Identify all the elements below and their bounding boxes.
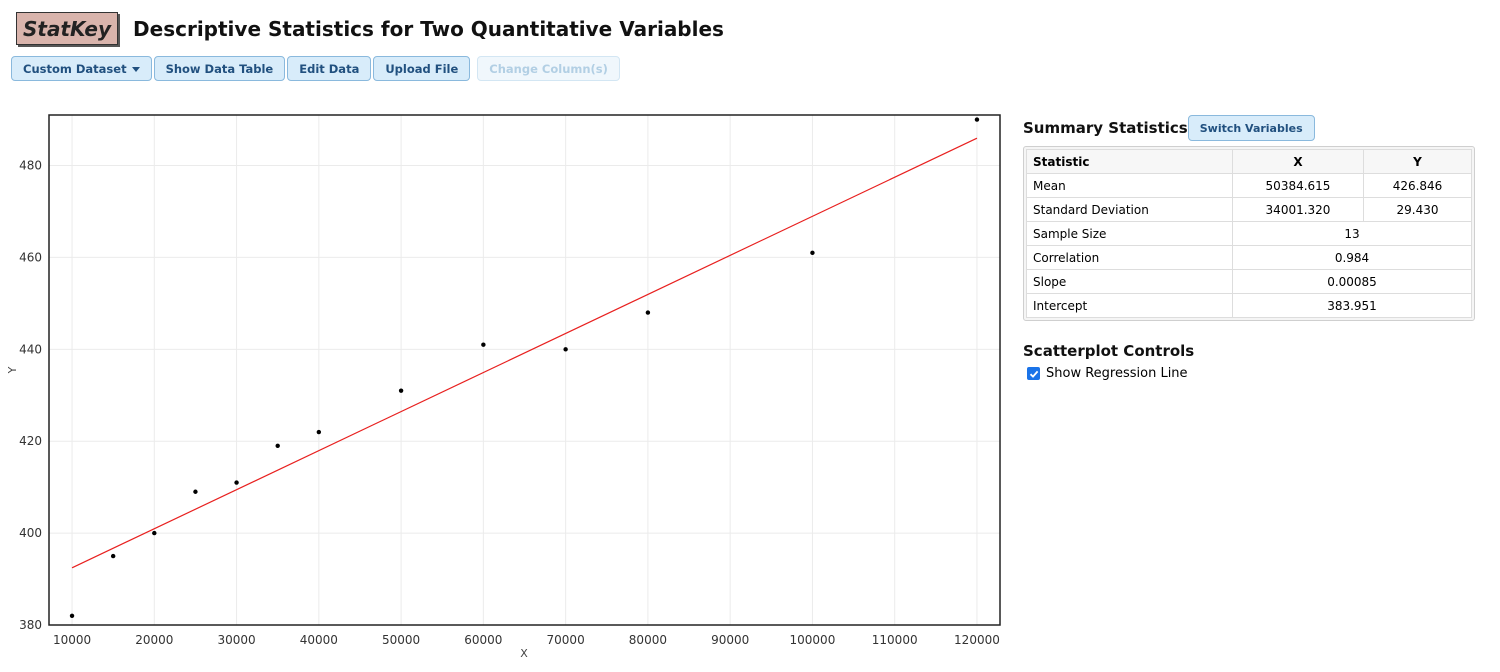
axis-ticks: 10000 20000 30000 40000 50000 60000 70000 80000…	[19, 159, 1000, 647]
x-tick-label: 120000	[954, 633, 1000, 647]
data-point	[152, 530, 157, 536]
row-label: Slope	[1026, 269, 1233, 294]
x-axis-label: X	[520, 647, 528, 660]
data-point	[398, 388, 404, 393]
table-row: Standard Deviation 34001.320 29.430	[1026, 197, 1472, 222]
x-tick-label: 60000	[464, 633, 502, 647]
right-panel: Summary Statistics Switch Variables Stat…	[1023, 115, 1483, 381]
x-tick-label: 40000	[300, 633, 338, 647]
summary-title: Summary Statistics	[1023, 119, 1188, 137]
upload-file-button[interactable]: Upload File	[373, 56, 471, 81]
statkey-logo[interactable]: StatKey	[16, 12, 119, 45]
summary-table-container: Statistic X Y Mean 50384.615 426.846 Sta…	[1023, 146, 1475, 321]
row-label: Correlation	[1026, 245, 1233, 270]
scatterplot[interactable]: 10000 20000 30000 40000 50000 60000 70000 80000…	[0, 100, 1010, 672]
data-point	[193, 489, 198, 494]
x-tick-label: 100000	[790, 633, 836, 647]
y-tick-label: 460	[19, 250, 42, 264]
data-point	[645, 310, 651, 315]
cell-value: 0.00085	[1232, 269, 1472, 294]
row-label: Sample Size	[1026, 221, 1233, 246]
table-header-row: Statistic X Y	[1026, 149, 1472, 174]
data-point	[275, 443, 280, 449]
change-columns-button: Change Column(s)	[477, 56, 620, 81]
table-row: Mean 50384.615 426.846	[1026, 173, 1472, 198]
switch-variables-button[interactable]: Switch Variables	[1187, 115, 1315, 141]
x-tick-label: 20000	[135, 633, 173, 647]
header: StatKey Descriptive Statistics for Two Q…	[16, 12, 724, 45]
grid-lines	[49, 115, 1000, 626]
toolbar: Custom Dataset Show Data Table Edit Data…	[11, 56, 620, 81]
data-point	[481, 342, 486, 347]
cell-x: 34001.320	[1232, 197, 1364, 222]
edit-data-button[interactable]: Edit Data	[287, 56, 372, 81]
row-label: Mean	[1026, 173, 1233, 198]
y-tick-label: 400	[19, 526, 42, 540]
header-y: Y	[1363, 149, 1472, 174]
y-tick-label: 380	[19, 618, 42, 632]
show-data-table-button[interactable]: Show Data Table	[153, 56, 286, 81]
data-point	[69, 613, 75, 619]
table-row: Slope 0.00085	[1026, 269, 1472, 294]
y-tick-label: 480	[19, 159, 42, 173]
y-axis-label: Y	[6, 366, 19, 374]
table-row: Intercept 383.951	[1026, 293, 1472, 318]
cell-y: 426.846	[1363, 173, 1472, 198]
y-tick-label: 420	[19, 434, 42, 448]
header-x: X	[1232, 149, 1364, 174]
cell-x: 50384.615	[1232, 173, 1364, 198]
x-tick-label: 70000	[547, 633, 585, 647]
custom-dataset-label: Custom Dataset	[23, 62, 127, 76]
data-point	[974, 117, 980, 122]
y-tick-label: 440	[19, 342, 42, 356]
x-tick-label: 10000	[53, 633, 91, 647]
checkmark-icon	[1029, 370, 1038, 378]
scatterplot-controls-title: Scatterplot Controls	[1023, 342, 1195, 360]
x-tick-label: 90000	[711, 633, 749, 647]
custom-dataset-dropdown[interactable]: Custom Dataset	[11, 56, 152, 81]
data-points	[69, 117, 980, 619]
caret-down-icon	[131, 67, 140, 72]
x-tick-label: 80000	[629, 633, 667, 647]
row-label: Standard Deviation	[1026, 197, 1233, 222]
cell-y: 29.430	[1363, 197, 1472, 222]
data-point	[316, 429, 322, 435]
x-tick-label: 50000	[382, 633, 420, 647]
header-statistic: Statistic	[1026, 149, 1233, 174]
table-row: Correlation 0.984	[1026, 245, 1472, 270]
show-regression-label: Show Regression Line	[1046, 366, 1188, 381]
show-regression-control[interactable]: Show Regression Line	[1023, 366, 1483, 381]
plot-frame	[48, 114, 1001, 626]
summary-table: Statistic X Y Mean 50384.615 426.846 Sta…	[1026, 149, 1472, 318]
row-label: Intercept	[1026, 293, 1233, 318]
data-point	[563, 347, 568, 352]
data-point	[110, 553, 116, 559]
x-tick-label: 30000	[217, 633, 255, 647]
regression-line	[71, 137, 978, 569]
cell-value: 383.951	[1232, 293, 1472, 318]
x-tick-label: 110000	[872, 633, 918, 647]
cell-value: 13	[1232, 221, 1472, 246]
table-row: Sample Size 13	[1026, 221, 1472, 246]
show-regression-checkbox[interactable]	[1027, 367, 1040, 380]
cell-value: 0.984	[1232, 245, 1472, 270]
data-point	[810, 250, 815, 256]
data-point	[234, 480, 239, 485]
page-title: Descriptive Statistics for Two Quantitat…	[133, 16, 724, 41]
